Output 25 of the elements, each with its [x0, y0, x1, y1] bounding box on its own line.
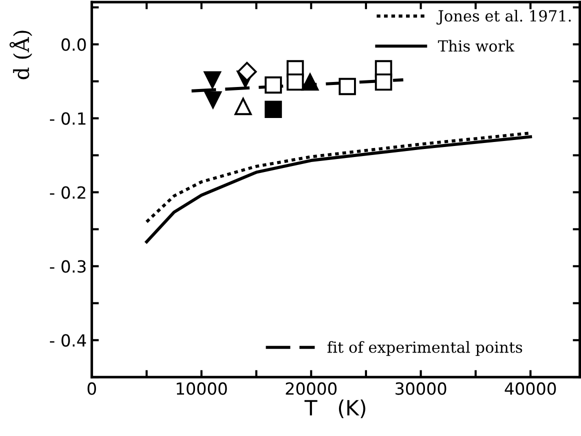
- point: [264, 76, 282, 94]
- legend-label: Jones et al. 1971.: [436, 10, 571, 25]
- y-tick-label: - 0.4: [50, 334, 86, 347]
- y-tick-label: 0.0: [62, 38, 86, 51]
- x-tick-label: 20000: [286, 382, 337, 395]
- point: [234, 98, 252, 116]
- point: [286, 73, 304, 91]
- point: [338, 78, 356, 96]
- legend-label: This work: [438, 40, 514, 52]
- x-tick-label: 10000: [176, 382, 227, 395]
- point: [301, 73, 319, 91]
- x-axis-title: T (K): [304, 400, 366, 418]
- x-tick-label: 30000: [396, 382, 446, 395]
- point: [374, 73, 392, 91]
- point: [204, 91, 222, 108]
- y-axis-title: d (Å): [10, 30, 32, 80]
- point: [204, 71, 222, 88]
- legend-label: fit of experimental points: [328, 341, 522, 356]
- y-tick-label: - 0.1: [50, 112, 86, 125]
- line-series: [145, 135, 532, 244]
- y-tick-label: - 0.2: [50, 186, 86, 199]
- x-tick-label: 0: [88, 382, 96, 395]
- point: [264, 100, 282, 118]
- y-tick-label: - 0.3: [50, 260, 86, 273]
- x-tick-label: 40000: [504, 382, 556, 395]
